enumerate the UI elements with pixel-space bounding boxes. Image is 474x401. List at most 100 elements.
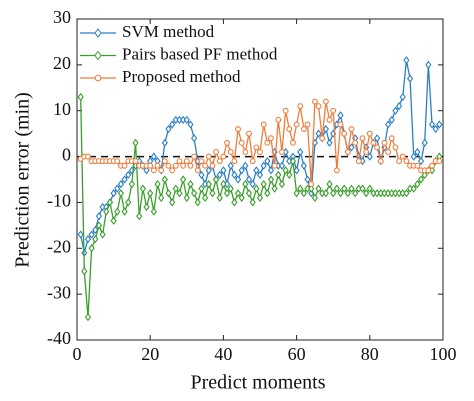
point <box>286 170 293 180</box>
point <box>315 184 322 193</box>
point <box>205 179 212 189</box>
point <box>289 157 297 166</box>
point <box>172 162 179 169</box>
point <box>235 126 241 133</box>
point <box>227 149 234 155</box>
point <box>147 162 154 169</box>
point <box>106 198 114 207</box>
point <box>300 161 308 170</box>
point <box>234 175 242 184</box>
point <box>279 149 285 155</box>
legend-marker <box>94 74 102 82</box>
y-tick-label: -10 <box>47 191 71 211</box>
x-tick-label: 80 <box>361 344 379 364</box>
y-axis-label: Prediction error (min) <box>12 92 34 268</box>
point <box>249 158 256 165</box>
point <box>326 116 333 123</box>
point <box>395 102 403 111</box>
point <box>84 312 92 322</box>
point <box>392 106 399 115</box>
point <box>216 170 223 180</box>
point <box>143 202 150 212</box>
point <box>125 198 132 207</box>
series-line <box>80 96 440 318</box>
legend-label: Proposed method <box>122 67 241 86</box>
point <box>410 152 417 161</box>
point <box>341 184 348 193</box>
point <box>132 158 139 165</box>
point <box>143 166 150 175</box>
point <box>198 158 205 165</box>
point <box>359 184 366 193</box>
x-tick-label: 60 <box>288 344 306 364</box>
point <box>161 158 168 165</box>
point <box>366 130 373 137</box>
point <box>84 234 92 244</box>
point <box>381 139 388 146</box>
point <box>77 230 84 239</box>
point <box>315 129 322 138</box>
point <box>242 179 249 189</box>
point <box>242 149 249 155</box>
point <box>150 152 157 161</box>
y-tick-label: -30 <box>47 282 71 302</box>
point <box>322 98 329 105</box>
point <box>202 193 209 202</box>
point <box>234 189 242 198</box>
point <box>322 124 329 134</box>
point <box>253 144 260 151</box>
point <box>403 56 410 65</box>
point <box>355 158 362 165</box>
point <box>341 130 348 137</box>
point <box>224 139 231 146</box>
point <box>385 120 392 129</box>
point <box>348 143 355 152</box>
point <box>319 135 326 142</box>
point <box>257 149 263 155</box>
y-tick-label: 0 <box>62 145 71 165</box>
point <box>176 158 183 165</box>
point <box>245 175 253 184</box>
x-tick-label: 0 <box>73 344 82 364</box>
point <box>304 121 311 128</box>
point <box>158 193 165 202</box>
point <box>366 184 373 193</box>
point <box>264 189 271 198</box>
point <box>264 139 271 146</box>
point <box>410 184 417 193</box>
point <box>147 189 154 198</box>
point <box>275 170 282 180</box>
plot-frame <box>76 18 444 341</box>
point <box>136 212 143 221</box>
point <box>114 207 121 216</box>
x-tick-label: 20 <box>141 344 159 364</box>
point <box>88 230 95 239</box>
point <box>176 189 183 198</box>
point <box>103 207 110 216</box>
point <box>183 115 190 125</box>
point <box>421 138 428 147</box>
point <box>278 161 286 170</box>
point <box>169 120 176 129</box>
point <box>253 184 260 193</box>
point <box>212 175 220 184</box>
point <box>374 144 381 151</box>
y-tick-label: 20 <box>53 53 71 73</box>
point <box>297 184 304 193</box>
point <box>191 134 198 143</box>
point <box>150 207 157 216</box>
x-tick-label: 40 <box>214 344 232 364</box>
point <box>253 166 260 175</box>
x-tick-label: 100 <box>430 344 457 364</box>
point <box>125 170 132 180</box>
point <box>194 167 201 174</box>
point <box>352 139 359 146</box>
point <box>88 244 95 253</box>
point <box>337 111 344 120</box>
point <box>246 130 252 137</box>
point <box>260 179 267 189</box>
point <box>388 115 395 125</box>
point <box>268 135 274 142</box>
point <box>150 167 157 174</box>
